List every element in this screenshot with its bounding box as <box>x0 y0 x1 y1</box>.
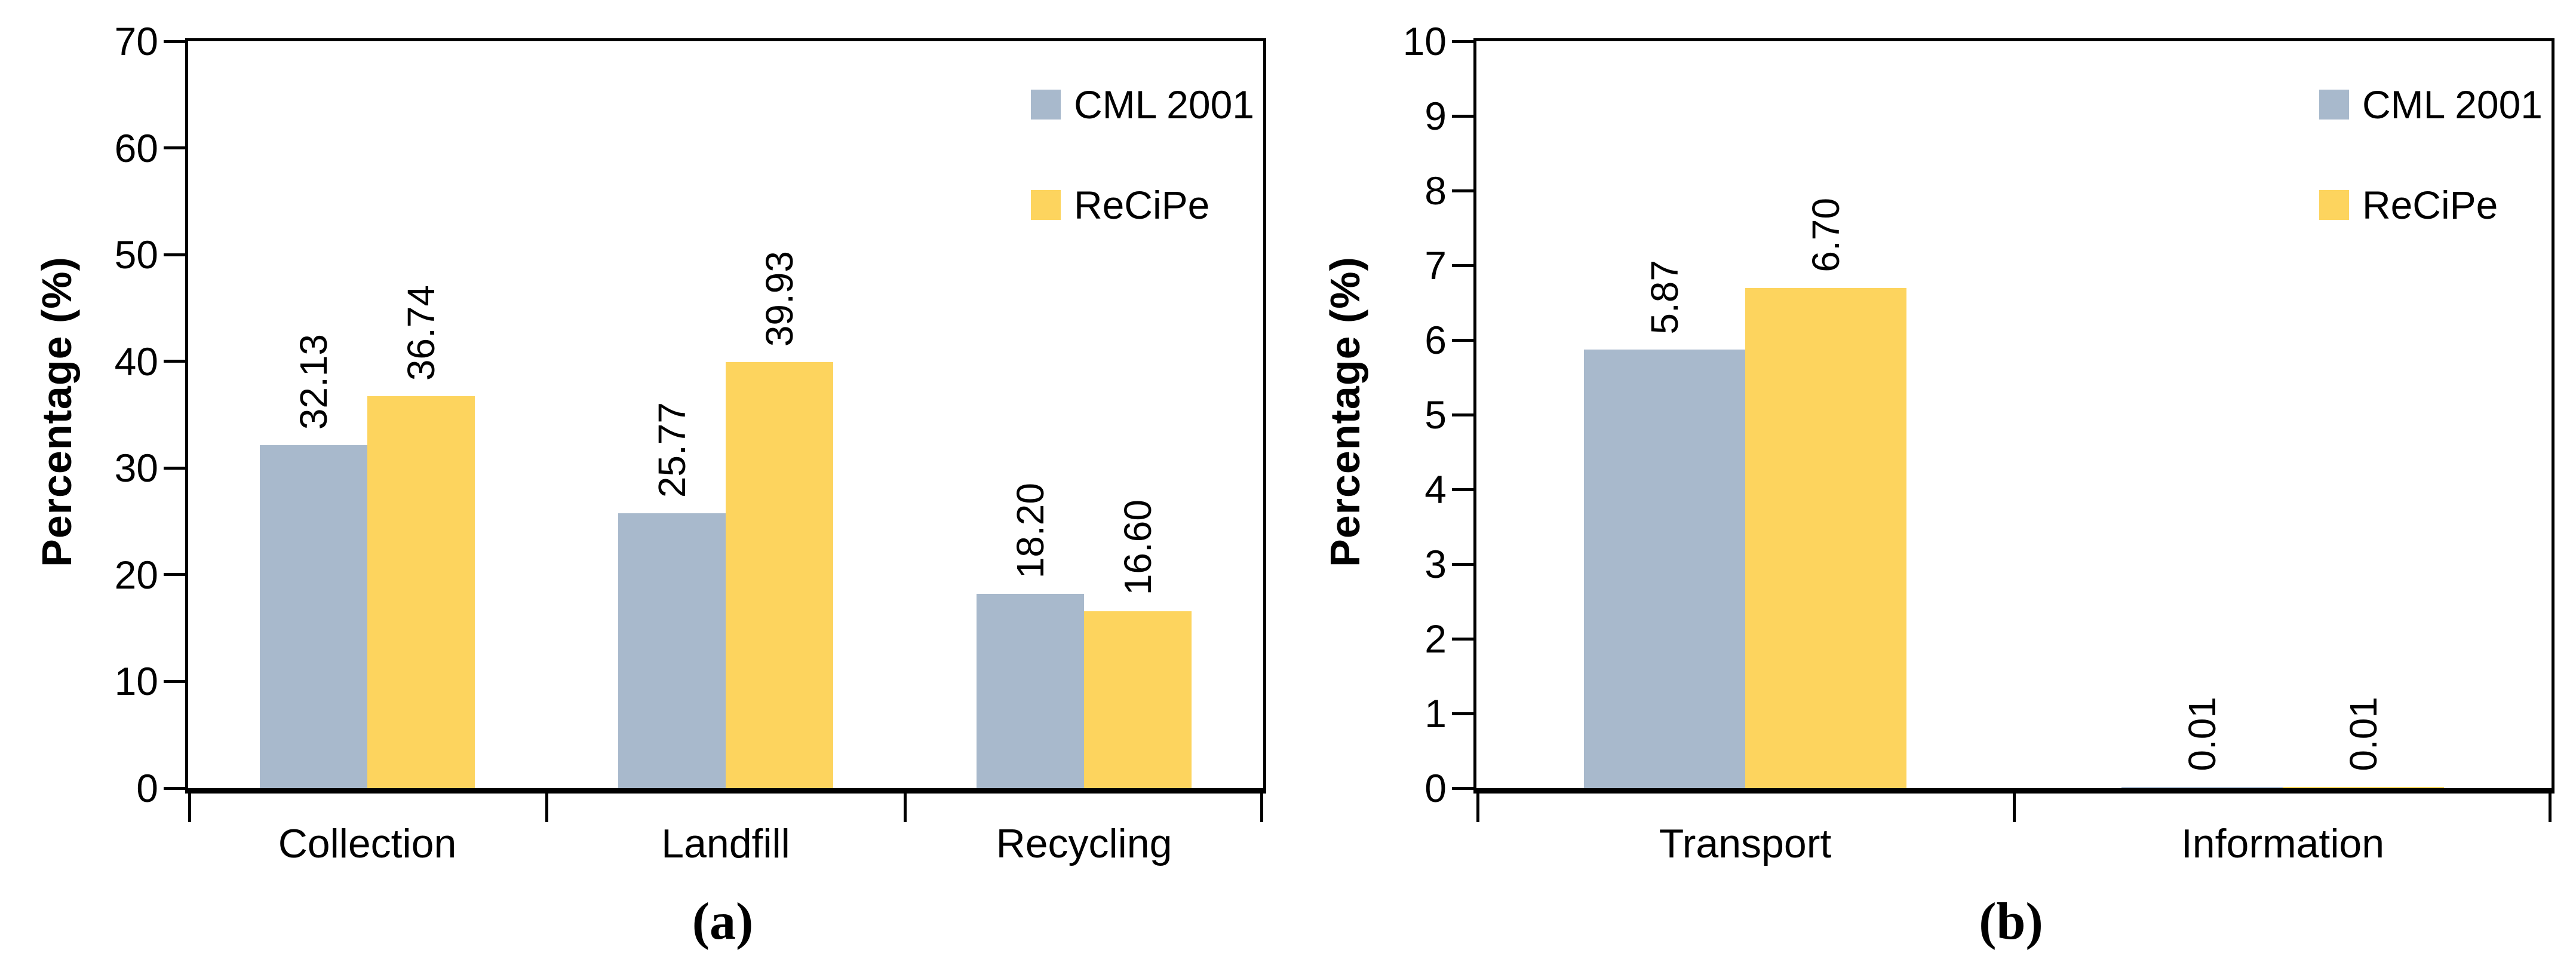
y-tick-label: 70 <box>114 19 158 63</box>
x-tick-mark <box>2549 794 2552 822</box>
y-tick-label: 20 <box>114 552 158 597</box>
bar-cml-2001-recycling <box>977 594 1084 788</box>
y-axis-title: Percentage (%) <box>33 256 80 567</box>
y-tick-label: 7 <box>1424 243 1447 287</box>
bar-recipe-transport <box>1745 287 1906 788</box>
bar-value-label: 6.70 <box>1804 197 1847 272</box>
legend-item-cml-2001: CML 2001 <box>2319 82 2543 127</box>
y-tick-label: 3 <box>1424 542 1447 586</box>
y-tick-mark <box>1452 712 1473 715</box>
legend-item-recipe: ReCiPe <box>1030 182 1254 228</box>
legend: CML 2001 ReCiPe <box>2319 82 2543 228</box>
legend-swatch-cml-2001 <box>2319 90 2349 120</box>
y-tick-label: 0 <box>136 766 158 810</box>
bar-value-label: 18.20 <box>1009 482 1052 578</box>
y-tick-label: 50 <box>114 232 158 277</box>
x-tick-mark <box>903 794 907 822</box>
y-tick-label: 2 <box>1424 617 1447 661</box>
chart-panel-b: Percentage (%) CML 2001 ReCiPe 0 1 2 3 4 5 6 7 8 9… <box>1288 0 2576 965</box>
y-tick-label: 8 <box>1424 169 1447 213</box>
y-tick-label: 60 <box>114 125 158 170</box>
y-tick-label: 10 <box>1402 19 1447 63</box>
bar-value-label: 32.13 <box>292 334 335 430</box>
bar-cml-2001-information <box>2121 787 2283 788</box>
bar-value-label: 36.74 <box>400 284 443 381</box>
x-tick-mark <box>1260 794 1263 822</box>
x-tick-mark <box>545 794 548 822</box>
bar-value-label: 0.01 <box>2342 697 2385 771</box>
bar-recipe-recycling <box>1084 611 1192 788</box>
y-tick-mark <box>164 360 185 363</box>
legend-item-cml-2001: CML 2001 <box>1030 82 1254 127</box>
y-tick-label: 0 <box>1424 766 1447 810</box>
category-label-information: Information <box>2181 821 2385 866</box>
category-label-collection: Collection <box>278 821 457 866</box>
category-label-landfill: Landfill <box>661 821 790 866</box>
y-tick-mark <box>1452 786 1473 790</box>
category-label-transport: Transport <box>1659 821 1832 866</box>
bar-cml-2001-landfill <box>618 513 726 788</box>
y-tick-mark <box>164 39 185 43</box>
y-tick-mark <box>1452 114 1473 118</box>
legend-label: ReCiPe <box>1073 183 1210 227</box>
y-tick-mark <box>1452 413 1473 416</box>
panel-caption: (a) <box>692 893 754 951</box>
plot-area: CML 2001 ReCiPe 0 10 20 30 40 50 60 70 32.13 36.74… <box>115 22 1266 865</box>
bar-value-label: 39.93 <box>758 250 801 347</box>
legend-label: ReCiPe <box>2362 183 2498 227</box>
category-label-recycling: Recycling <box>996 821 1172 866</box>
legend-swatch-recipe <box>2319 190 2349 220</box>
plot-area: CML 2001 ReCiPe 0 1 2 3 4 5 6 7 8 9 10 5.87 6.70 Trans… <box>1403 22 2554 865</box>
y-tick-label: 10 <box>114 659 158 704</box>
y-tick-label: 1 <box>1424 691 1447 736</box>
y-tick-mark <box>1452 562 1473 566</box>
y-tick-mark <box>164 253 185 256</box>
y-tick-mark <box>164 146 185 150</box>
y-tick-label: 5 <box>1424 393 1447 437</box>
bar-cml-2001-collection <box>260 445 367 788</box>
y-tick-mark <box>1452 488 1473 491</box>
y-tick-mark <box>1452 39 1473 43</box>
panel-caption: (b) <box>1979 893 2043 951</box>
bar-value-label: 0.01 <box>2181 697 2224 771</box>
x-tick-mark <box>188 794 191 822</box>
legend-item-recipe: ReCiPe <box>2319 182 2543 228</box>
bar-value-label: 16.60 <box>1116 500 1159 596</box>
bar-recipe-information <box>2283 787 2444 788</box>
legend-label: CML 2001 <box>2362 82 2543 127</box>
x-tick-mark <box>2012 794 2016 822</box>
x-tick-mark <box>1476 794 1479 822</box>
bar-recipe-collection <box>367 396 475 788</box>
y-axis-title: Percentage (%) <box>1322 256 1368 567</box>
y-tick-mark <box>164 573 185 577</box>
y-tick-mark <box>164 679 185 683</box>
legend-label: CML 2001 <box>1073 82 1254 127</box>
legend-swatch-recipe <box>1030 190 1061 220</box>
y-tick-mark <box>164 466 185 470</box>
y-tick-mark <box>1452 637 1473 641</box>
bar-cml-2001-transport <box>1584 350 1745 788</box>
y-tick-mark <box>164 786 185 790</box>
y-tick-label: 30 <box>114 446 158 491</box>
legend-swatch-cml-2001 <box>1030 90 1061 120</box>
bar-recipe-landfill <box>726 362 833 788</box>
y-tick-label: 6 <box>1424 318 1447 362</box>
chart-panel-a: Percentage (%) CML 2001 ReCiPe 0 10 20 30 40 5… <box>33 22 1266 951</box>
bar-value-label: 5.87 <box>1643 259 1686 335</box>
y-tick-label: 9 <box>1424 94 1447 138</box>
y-tick-mark <box>1452 189 1473 192</box>
legend: CML 2001 ReCiPe <box>1030 82 1254 228</box>
bar-value-label: 25.77 <box>650 402 693 498</box>
y-tick-label: 40 <box>114 339 158 384</box>
y-tick-label: 4 <box>1424 467 1447 511</box>
y-tick-mark <box>1452 338 1473 342</box>
y-tick-mark <box>1452 264 1473 267</box>
